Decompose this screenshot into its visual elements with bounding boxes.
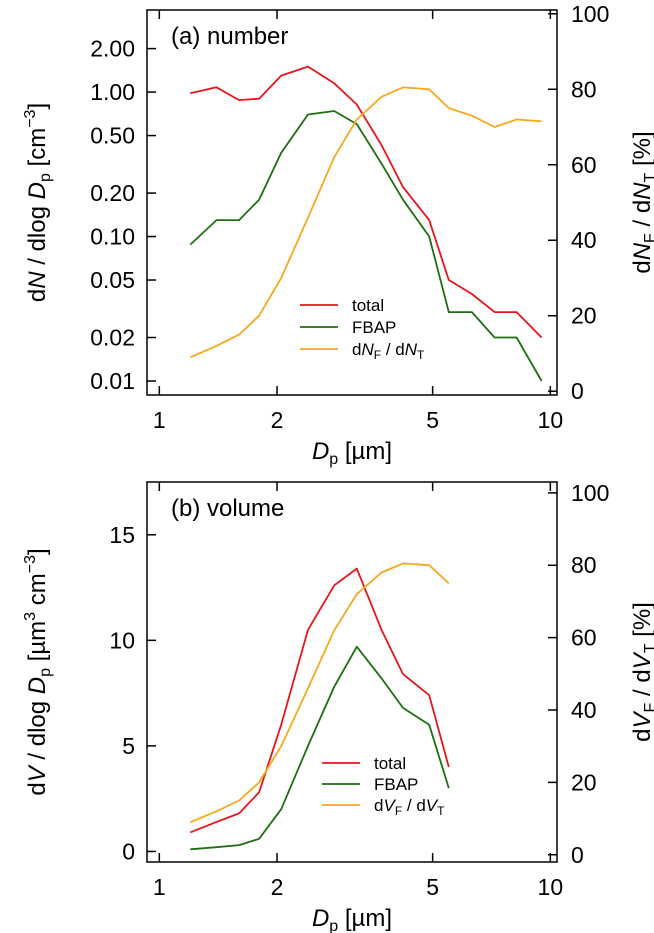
series-line-fbap xyxy=(189,110,543,382)
panel-number: 1 2 5 10 0.01 0.02 0.05 0.10 0.20 0.50 1.00 2.00 0 20… xyxy=(22,1,654,468)
x-tick-label: 1 xyxy=(153,407,166,433)
y-tick-label: 0.20 xyxy=(90,180,135,206)
y2-axis-label: dVF / dVT [%] xyxy=(629,602,654,742)
y2-tick-label: 20 xyxy=(571,303,597,329)
x-tick-label: 1 xyxy=(153,874,166,900)
x-axis-label: Dp [µm] xyxy=(312,438,392,468)
y-tick-label: 0.50 xyxy=(90,123,135,149)
y2-tick-label: 100 xyxy=(571,480,609,506)
x-tick-label: 10 xyxy=(538,874,564,900)
y-tick-label: 2.00 xyxy=(90,36,135,62)
legend-label-total: total xyxy=(374,754,406,773)
legend-label-ratio: dNF / dNT xyxy=(352,340,425,362)
y2-tick-label: 0 xyxy=(571,378,584,404)
y-tick-label: 1.00 xyxy=(90,79,135,105)
x-tick-label: 2 xyxy=(271,874,284,900)
x-tick-label: 10 xyxy=(538,407,564,433)
y2-tick-label: 20 xyxy=(571,769,597,795)
x-tick-label: 2 xyxy=(271,407,284,433)
y-tick-label: 0.02 xyxy=(90,325,135,351)
plot-frame xyxy=(146,481,558,863)
y-tick-label: 0.01 xyxy=(90,368,135,394)
series-line-total xyxy=(189,567,450,834)
y2-tick-label: 40 xyxy=(571,227,597,253)
plot-frame xyxy=(146,9,558,396)
y2-tick-label: 80 xyxy=(571,76,597,102)
y-tick-label: 0 xyxy=(122,838,135,864)
y-axis-label: dV / dlog Dp [µm3 cm−3] xyxy=(22,548,54,795)
series-line-ratio xyxy=(189,562,450,824)
x-tick-label: 5 xyxy=(426,407,439,433)
panel-title: (a) number xyxy=(171,23,288,50)
y-tick-label: 10 xyxy=(109,627,135,653)
y2-tick-label: 0 xyxy=(571,842,584,868)
y2-tick-label: 60 xyxy=(571,625,597,651)
x-tick-label: 5 xyxy=(426,874,439,900)
y2-tick-label: 80 xyxy=(571,552,597,578)
x-axis-label: Dp [µm] xyxy=(312,905,392,933)
legend: total FBAP dNF / dNT xyxy=(300,296,425,362)
y-axis-label: dN / dlog Dp [cm−3] xyxy=(22,103,54,302)
legend-label-total: total xyxy=(352,296,384,315)
y-tick-label: 0.10 xyxy=(90,224,135,250)
series-line-total xyxy=(190,65,543,339)
y2-tick-label: 40 xyxy=(571,697,597,723)
series-line-ratio xyxy=(189,86,542,359)
y-tick-label: 0.05 xyxy=(90,267,135,293)
y2-tick-label: 60 xyxy=(571,152,597,178)
legend-label-ratio: dVF / dVT xyxy=(374,796,445,818)
legend-label-fbap: FBAP xyxy=(374,775,418,794)
y2-axis-label: dNF / dNT [%] xyxy=(629,131,654,273)
y-tick-label: 15 xyxy=(109,522,135,548)
series-line-fbap xyxy=(190,645,450,851)
y2-tick-label: 100 xyxy=(571,1,609,27)
y-tick-label: 5 xyxy=(122,733,135,759)
legend-label-fbap: FBAP xyxy=(352,318,396,337)
panel-title: (b) volume xyxy=(171,495,284,522)
legend: total FBAP dVF / dVT xyxy=(322,754,445,818)
